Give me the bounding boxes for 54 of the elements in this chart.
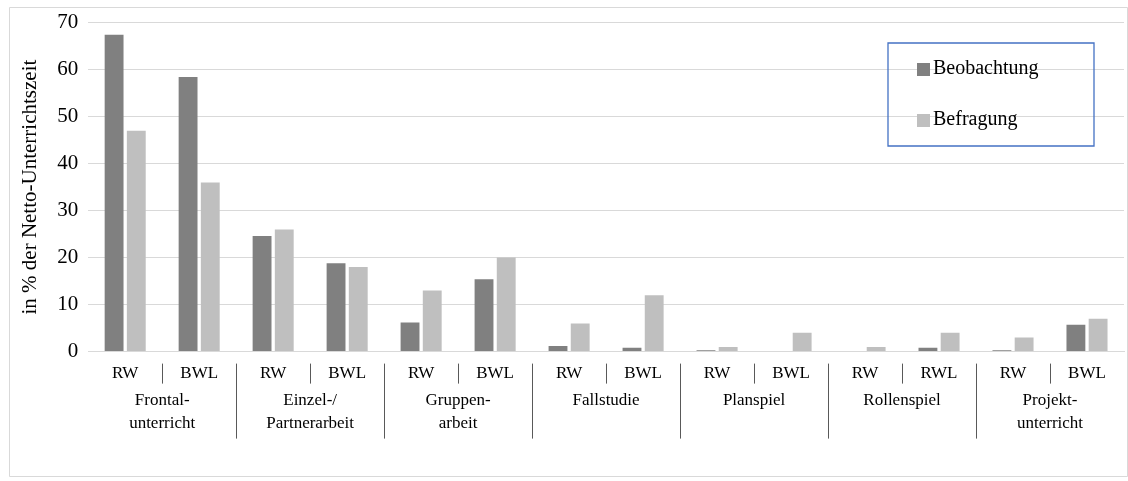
bar xyxy=(866,346,886,352)
bar xyxy=(718,346,738,352)
y-axis-title: in % der Netto-Unterrichtszeit xyxy=(17,59,42,315)
bar xyxy=(348,267,368,352)
y-tick-label: 70 xyxy=(57,9,79,34)
x-tick-label: RW xyxy=(851,363,880,383)
x-tick-label: RWL xyxy=(920,363,958,383)
x-tick-label: RW xyxy=(999,363,1028,383)
x-tick-label: BWL xyxy=(772,363,810,383)
y-tick-label: 40 xyxy=(57,150,79,175)
text: Planspiel xyxy=(722,389,786,409)
bar xyxy=(474,279,494,352)
y-tick-label: 30 xyxy=(57,197,79,222)
y-tick-label: 0 xyxy=(67,338,79,363)
text: Projekt- unterricht xyxy=(1016,389,1084,432)
y-tick-label: 20 xyxy=(57,244,79,269)
x-tick-label: RW xyxy=(555,363,584,383)
x-tick-label: BWL xyxy=(624,363,662,383)
text: Frontal- unterricht xyxy=(129,389,196,432)
bar xyxy=(496,257,516,352)
bar xyxy=(940,332,960,352)
bar xyxy=(252,235,272,352)
bar xyxy=(326,263,346,352)
bar xyxy=(274,229,294,352)
y-tick-label: 10 xyxy=(57,291,79,316)
bar xyxy=(200,182,220,352)
bar xyxy=(1088,318,1108,352)
legend-label: Befragung xyxy=(933,107,1018,131)
x-tick-label: BWL xyxy=(476,363,515,383)
bar xyxy=(792,332,812,352)
bar xyxy=(126,130,146,352)
x-tick-label: BWL xyxy=(180,363,219,383)
bar xyxy=(570,323,590,352)
x-tick-label: BWL xyxy=(328,363,367,383)
bar xyxy=(400,322,420,352)
bar xyxy=(1014,337,1034,352)
bar xyxy=(1066,324,1086,352)
legend-label: Beobachtung xyxy=(933,56,1039,80)
text: Rollenspiel xyxy=(863,389,942,409)
text: Gruppen- arbeit xyxy=(425,389,492,432)
x-tick-label: RW xyxy=(407,363,436,383)
bar xyxy=(644,295,664,352)
x-tick-label: RW xyxy=(259,363,288,383)
x-tick-label: RW xyxy=(703,363,732,383)
text: Fallstudie xyxy=(572,389,640,409)
bar xyxy=(104,34,124,352)
bar xyxy=(548,345,568,352)
bar xyxy=(178,77,198,352)
bar xyxy=(422,290,442,352)
x-tick-label: RW xyxy=(111,363,140,383)
y-tick-label: 50 xyxy=(57,103,79,128)
y-tick-label: 60 xyxy=(57,56,79,81)
x-tick-label: BWL xyxy=(1068,363,1106,383)
text: Einzel-/ Partnerarbeit xyxy=(266,389,355,432)
